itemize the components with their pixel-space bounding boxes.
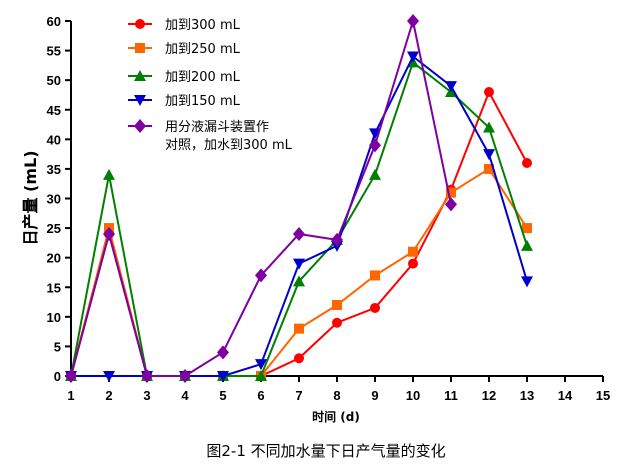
data-point (255, 268, 267, 283)
data-point (103, 227, 115, 241)
x-tick-label: 6 (257, 388, 264, 403)
legend-marker (134, 95, 146, 106)
data-point (522, 223, 532, 234)
legend-label: 加到150 mL (165, 94, 241, 109)
legend-item: 加到200 mL (128, 70, 241, 85)
y-tick-label: 50 (47, 73, 61, 88)
data-point (141, 369, 153, 383)
data-point (255, 359, 267, 371)
x-tick-label: 12 (482, 388, 496, 403)
series-line (70, 20, 452, 377)
series-group (65, 14, 533, 383)
legend-label: 加到250 mL (165, 42, 241, 57)
data-point (370, 270, 380, 281)
y-tick-label: 30 (47, 192, 61, 207)
x-tick-label: 8 (333, 388, 340, 403)
data-point (522, 158, 532, 168)
x-tick-label: 4 (181, 388, 189, 403)
y-tick-label: 5 (54, 339, 61, 354)
y-tick-label: 35 (47, 162, 61, 177)
data-point (179, 369, 191, 383)
data-point (331, 232, 343, 247)
y-tick-label: 45 (47, 103, 61, 118)
data-point (407, 51, 419, 63)
legend-item: 加到300 mL (128, 18, 241, 33)
x-tick-label: 14 (558, 388, 573, 403)
x-tick-label: 10 (406, 388, 420, 403)
data-point (369, 128, 381, 140)
y-tick-label: 0 (54, 369, 61, 384)
data-point (484, 87, 494, 97)
series-5 (65, 14, 457, 383)
data-point (293, 275, 305, 287)
x-tick-label: 13 (520, 388, 534, 403)
y-tick-label: 15 (47, 280, 61, 295)
x-tick-label: 3 (143, 388, 150, 403)
data-point (293, 227, 305, 241)
data-point (370, 302, 380, 313)
data-point (65, 369, 77, 383)
y-tick-label: 60 (47, 14, 61, 29)
data-point (369, 138, 381, 153)
data-point (483, 149, 495, 161)
data-point (521, 239, 533, 251)
legend-label: 用分液漏斗装置作 (165, 119, 269, 135)
data-point (369, 168, 381, 180)
legend-item: 加到150 mL (128, 94, 241, 109)
data-point (446, 187, 456, 198)
legend-marker (135, 19, 145, 29)
data-point (408, 246, 418, 257)
x-tick-label: 1 (67, 388, 74, 403)
y-tick-label: 55 (47, 44, 61, 59)
axes: 1 2 3 4 5 6 7 8 9 10 11 12 13 14 150510152025303540455… (47, 14, 611, 403)
data-point (483, 121, 495, 133)
legend-marker (134, 70, 146, 81)
legend-label: 加到300 mL (165, 18, 241, 33)
x-tick-label: 7 (295, 388, 302, 403)
legend-item: 加到250 mL (128, 42, 241, 57)
data-point (445, 81, 457, 93)
data-point (217, 345, 229, 360)
x-tick-label: 2 (105, 388, 112, 403)
x-tick-label: 11 (444, 388, 458, 403)
data-point (484, 163, 494, 174)
data-point (293, 258, 305, 270)
x-tick-label: 15 (596, 388, 610, 403)
x-tick-label: 9 (371, 388, 378, 403)
y-tick-label: 40 (47, 132, 61, 147)
x-axis-label: 时间 (d) (312, 409, 360, 424)
data-point (521, 276, 533, 288)
y-tick-label: 20 (47, 251, 61, 266)
data-point (408, 258, 418, 269)
x-tick-label: 5 (219, 388, 226, 403)
data-point (332, 300, 342, 310)
data-point (294, 323, 304, 334)
y-axis-label: 日产量 (mL) (21, 150, 40, 245)
y-tick-label: 25 (47, 221, 61, 236)
data-point (445, 197, 457, 212)
data-point (217, 371, 229, 382)
data-point (294, 353, 304, 364)
legend-label-line2: 对照，加水到300 mL (165, 138, 293, 153)
data-point (103, 168, 115, 180)
data-point (255, 370, 267, 381)
caption: 图2-1 不同加水量下日产气量的变化 (206, 442, 445, 460)
legend-label: 加到200 mL (165, 70, 241, 85)
legend-marker (134, 119, 146, 133)
y-tick-label: 10 (47, 310, 61, 325)
series-2 (66, 163, 532, 381)
data-point (407, 14, 419, 28)
data-point (103, 371, 115, 382)
legend: 加到300 mL 加到250 mL 加到200 mL 加到150 mL 用分液漏斗装置作… (128, 18, 293, 153)
legend-marker (135, 43, 145, 53)
data-point (332, 317, 342, 328)
